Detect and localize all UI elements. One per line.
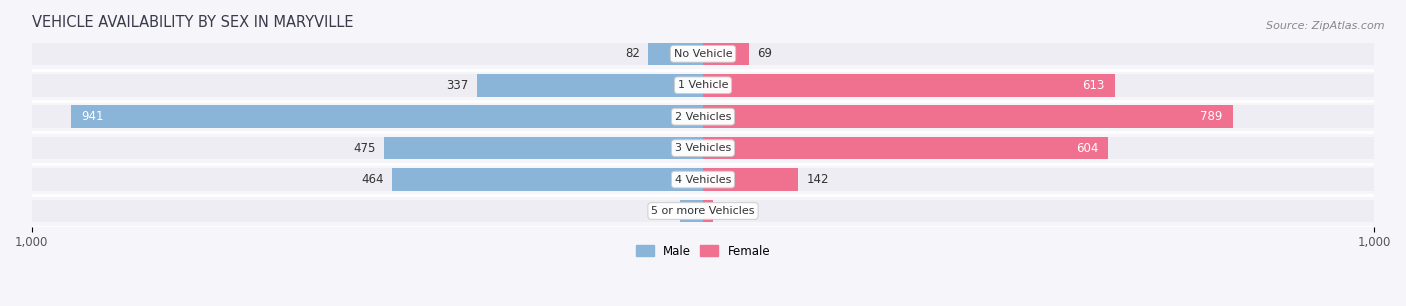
Text: 82: 82 <box>626 47 640 60</box>
Text: 604: 604 <box>1076 142 1098 155</box>
Bar <box>384 137 703 159</box>
Bar <box>32 74 703 97</box>
Legend: Male, Female: Male, Female <box>631 240 775 262</box>
Bar <box>703 200 1374 222</box>
Bar <box>391 168 703 191</box>
Bar <box>32 200 703 222</box>
Bar <box>32 168 703 191</box>
Text: 1 Vehicle: 1 Vehicle <box>678 80 728 90</box>
Text: 142: 142 <box>807 173 830 186</box>
Bar <box>703 200 713 222</box>
Bar <box>703 43 1374 65</box>
Bar <box>703 137 1374 159</box>
Text: 613: 613 <box>1083 79 1105 92</box>
Bar <box>703 168 799 191</box>
Bar <box>32 105 703 128</box>
Bar <box>703 105 1374 128</box>
Text: 475: 475 <box>354 142 375 155</box>
Bar <box>703 43 749 65</box>
Bar <box>648 43 703 65</box>
Text: 464: 464 <box>361 173 384 186</box>
Bar <box>703 74 1374 97</box>
Text: No Vehicle: No Vehicle <box>673 49 733 59</box>
Bar <box>703 105 1233 128</box>
Text: 941: 941 <box>82 110 104 123</box>
Text: 15: 15 <box>721 204 735 218</box>
Text: 69: 69 <box>758 47 772 60</box>
Text: Source: ZipAtlas.com: Source: ZipAtlas.com <box>1267 21 1385 32</box>
Bar <box>32 43 703 65</box>
Bar <box>703 74 1115 97</box>
Bar <box>679 200 703 222</box>
Bar <box>703 137 1108 159</box>
Text: 35: 35 <box>657 204 672 218</box>
Text: VEHICLE AVAILABILITY BY SEX IN MARYVILLE: VEHICLE AVAILABILITY BY SEX IN MARYVILLE <box>32 15 353 30</box>
Text: 5 or more Vehicles: 5 or more Vehicles <box>651 206 755 216</box>
Text: 3 Vehicles: 3 Vehicles <box>675 143 731 153</box>
Bar <box>703 168 1374 191</box>
Text: 4 Vehicles: 4 Vehicles <box>675 174 731 185</box>
Text: 2 Vehicles: 2 Vehicles <box>675 112 731 122</box>
Bar <box>477 74 703 97</box>
Text: 337: 337 <box>447 79 468 92</box>
Bar <box>72 105 703 128</box>
Bar <box>32 137 703 159</box>
Text: 789: 789 <box>1201 110 1223 123</box>
